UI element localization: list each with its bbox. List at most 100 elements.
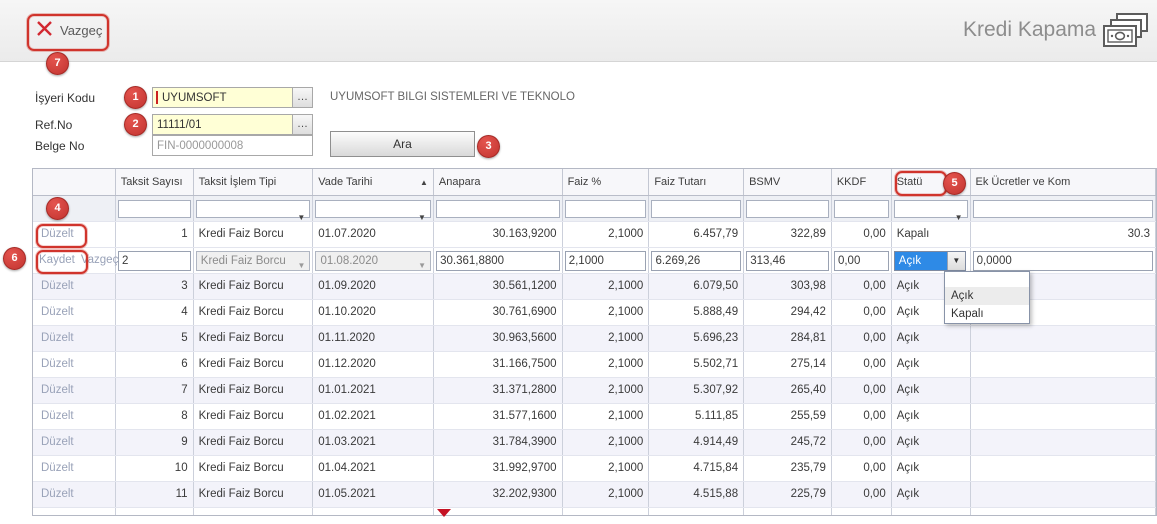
dropdown-arrow-icon: ▼: [297, 212, 306, 222]
table-header-row: Taksit Sayısı Taksit İşlem Tipi Vade Tar…: [33, 169, 1156, 196]
edit-row: Kaydet Vazgeç Kredi Faiz Borcu▼ 01.08.20…: [33, 248, 1156, 274]
dropdown-arrow-icon: ▼: [418, 260, 427, 270]
table-row: Düzelt 9 Kredi Faiz Borcu 01.03.2021 31.…: [33, 430, 1156, 456]
filter-actions-cell: [33, 196, 116, 221]
duzelt-link[interactable]: Düzelt: [41, 306, 74, 318]
edit-ek-input[interactable]: [972, 250, 1154, 271]
header-faiz-tutari[interactable]: Faiz Tutarı: [649, 169, 745, 195]
cancel-button[interactable]: Vazgeç: [36, 20, 102, 40]
header-anapara[interactable]: Anapara: [434, 169, 563, 195]
refno-field[interactable]: 11111/01 …: [152, 114, 313, 135]
edit-vade-combo[interactable]: 01.08.2020 ▼: [315, 250, 432, 271]
header-statu[interactable]: Statü: [892, 169, 971, 195]
isyeri-kodu-field[interactable]: UYUMSOFT …: [152, 87, 313, 108]
refno-lookup-button[interactable]: …: [292, 115, 312, 134]
filter-taksit-input[interactable]: [117, 199, 191, 218]
table-row: Düzelt 8 Kredi Faiz Borcu 01.02.2021 31.…: [33, 404, 1156, 430]
filter-vade-combo[interactable]: ▼: [315, 199, 431, 221]
table-row: Düzelt 6 Kredi Faiz Borcu 01.12.2020 31.…: [33, 352, 1156, 378]
refno-value: 11111/01: [157, 118, 202, 131]
filter-tip-combo[interactable]: ▼: [195, 199, 311, 221]
isyeri-kodu-label: İşyeri Kodu: [35, 91, 96, 105]
table-row: Düzelt 10 Kredi Faiz Borcu 01.04.2021 31…: [33, 456, 1156, 482]
banknotes-icon: [1101, 12, 1151, 55]
page-title: Kredi Kapama: [963, 18, 1097, 41]
annotation-marker-6: 6: [3, 247, 26, 270]
annotation-box-vazgec: [27, 14, 109, 51]
duzelt-link[interactable]: Düzelt: [41, 358, 74, 370]
edit-taksit-input[interactable]: [118, 250, 191, 271]
filter-faiz-tutari-input[interactable]: [651, 199, 742, 218]
belgeno-field[interactable]: FIN-0000000008: [152, 135, 313, 156]
cancel-button-label: Vazgeç: [60, 22, 103, 38]
edit-statu-combo[interactable]: Açık ▼: [893, 250, 966, 271]
header-faiz-pct[interactable]: Faiz %: [563, 169, 650, 195]
cancel-x-icon: [36, 20, 53, 40]
annotation-marker-1: 1: [124, 86, 147, 109]
duzelt-link[interactable]: Düzelt: [41, 436, 74, 448]
header-taksit-islem-tipi[interactable]: Taksit İşlem Tipi: [194, 169, 314, 195]
save-link[interactable]: Kaydet: [39, 254, 75, 266]
edit-kkdf-input[interactable]: [833, 250, 889, 271]
isyeri-lookup-button[interactable]: …: [292, 88, 312, 107]
annotation-marker-2: 2: [124, 113, 147, 136]
header-kkdf[interactable]: KKDF: [832, 169, 892, 195]
filter-statu-combo[interactable]: ▼: [893, 199, 968, 221]
filter-faiz-input[interactable]: [564, 199, 647, 218]
duzelt-link[interactable]: Düzelt: [41, 462, 74, 474]
search-button[interactable]: Ara: [330, 131, 475, 157]
statu-option-acik[interactable]: Açık: [945, 287, 1029, 305]
header-bsmv[interactable]: BSMV: [744, 169, 832, 195]
refno-label: Ref.No: [35, 118, 73, 132]
annotation-marker-5: 5: [943, 172, 966, 195]
filter-kkdf-input[interactable]: [833, 199, 889, 218]
duzelt-link[interactable]: Düzelt: [41, 488, 74, 500]
statu-dropdown-button[interactable]: ▼: [946, 251, 965, 270]
annotation-box-statu: [895, 171, 947, 196]
cancel-edit-link[interactable]: Vazgeç: [80, 254, 119, 266]
header-ek-ucretler[interactable]: Ek Ücretler ve Kom: [971, 169, 1156, 195]
partial-row: [33, 508, 1156, 515]
edit-bsmv-input[interactable]: [746, 250, 829, 271]
edit-anapara-input[interactable]: [436, 250, 560, 271]
duzelt-link[interactable]: Düzelt: [41, 228, 74, 240]
belgeno-label: Belge No: [35, 139, 85, 153]
table-row: Düzelt 11 Kredi Faiz Borcu 01.05.2021 32…: [33, 482, 1156, 508]
scroll-down-indicator[interactable]: [437, 509, 451, 517]
header-taksit-sayisi[interactable]: Taksit Sayısı: [116, 169, 194, 195]
annotation-box-duzelt: [36, 224, 87, 248]
header-vade-tarihi[interactable]: Vade Tarihi ▲: [313, 169, 434, 195]
table-filter-row: ▼ ▼ ▼: [33, 196, 1156, 222]
statu-option-blank[interactable]: [945, 272, 1029, 287]
annotation-marker-3: 3: [477, 135, 500, 158]
table-row: Düzelt 7 Kredi Faiz Borcu 01.01.2021 31.…: [33, 378, 1156, 404]
edit-tip-combo[interactable]: Kredi Faiz Borcu ▼: [195, 250, 311, 271]
isyeri-kodu-value: UYUMSOFT: [162, 91, 227, 104]
dropdown-arrow-icon: ▼: [954, 212, 963, 222]
installments-table: Taksit Sayısı Taksit İşlem Tipi Vade Tar…: [32, 168, 1157, 516]
annotation-marker-7: 7: [46, 52, 69, 75]
duzelt-link[interactable]: Düzelt: [41, 280, 74, 292]
annotation-marker-4: 4: [46, 197, 69, 220]
dropdown-arrow-icon: ▼: [418, 212, 426, 222]
filter-bsmv-input[interactable]: [746, 199, 829, 218]
duzelt-link[interactable]: Düzelt: [41, 332, 74, 344]
toolbar: Vazgeç Kredi Kapama: [0, 0, 1157, 62]
header-actions: [33, 169, 116, 195]
edit-faiz-input[interactable]: [564, 250, 647, 271]
filter-ek-input[interactable]: [972, 199, 1153, 218]
filter-anapara-input[interactable]: [435, 199, 560, 218]
statu-selected-value: Açık: [894, 251, 947, 270]
company-description: UYUMSOFT BİLGİ SİSTEMLERİ VE TEKNOLO: [330, 91, 575, 103]
table-row: Düzelt 5 Kredi Faiz Borcu 01.11.2020 30.…: [33, 326, 1156, 352]
table-row: Düzelt 1 Kredi Faiz Borcu 01.07.2020 30.…: [33, 222, 1156, 248]
duzelt-link[interactable]: Düzelt: [41, 410, 74, 422]
statu-dropdown-list: Açık Kapalı: [944, 271, 1030, 324]
statu-option-kapali[interactable]: Kapalı: [951, 308, 984, 320]
annotation-box-kaydet: [36, 250, 88, 274]
text-cursor: [156, 91, 158, 104]
edit-faiz-tutari-input[interactable]: [651, 250, 742, 271]
belgeno-value: FIN-0000000008: [157, 139, 244, 152]
duzelt-link[interactable]: Düzelt: [41, 384, 74, 396]
